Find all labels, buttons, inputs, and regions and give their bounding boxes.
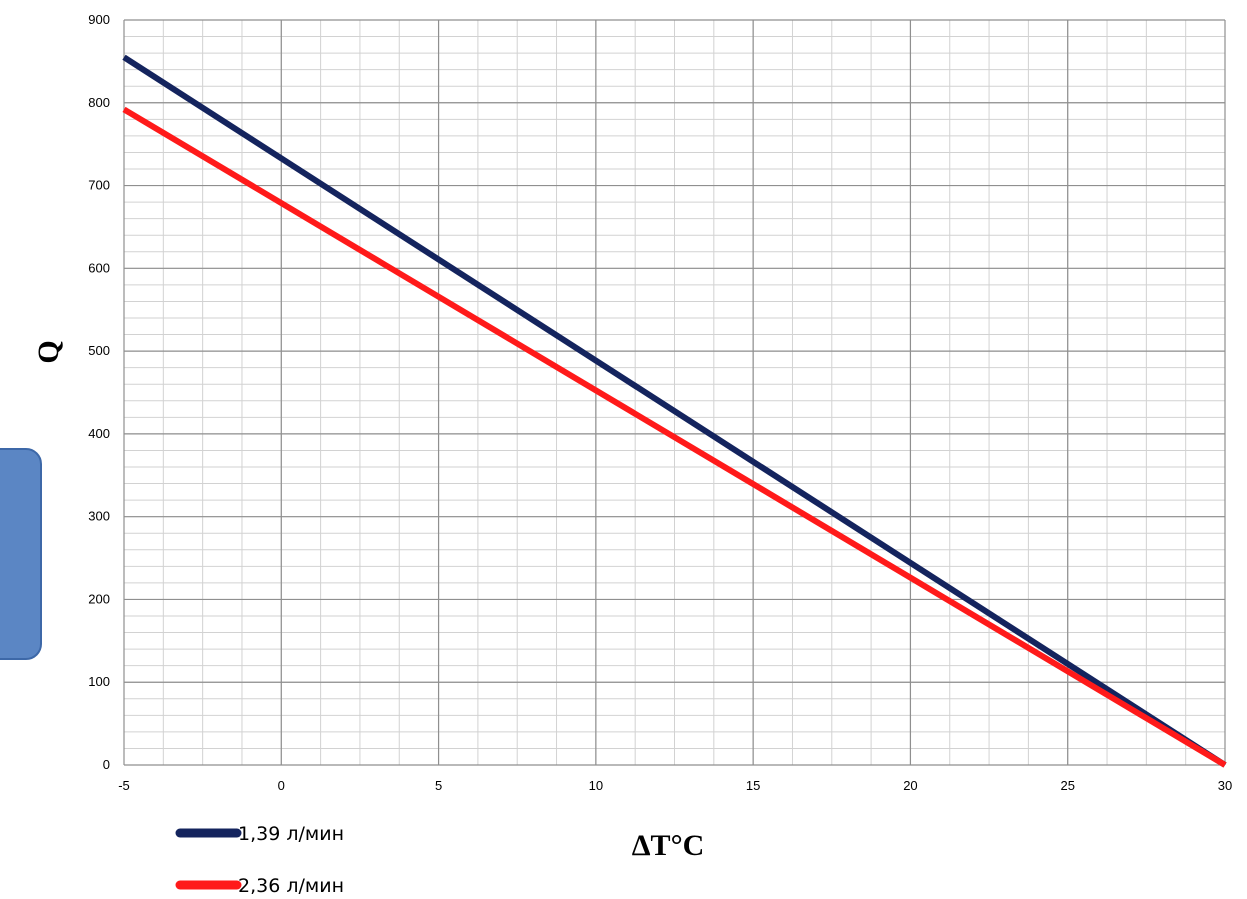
series-lines	[122, 54, 1227, 768]
series-line-1	[122, 54, 1227, 768]
y-axis-title: Q	[32, 340, 65, 363]
x-tick-label: 5	[435, 778, 442, 793]
y-tick-label: 600	[88, 260, 110, 275]
y-tick-label: 800	[88, 95, 110, 110]
legend-label-1: 1,39 л/мин	[238, 823, 344, 845]
series-line-2	[122, 106, 1227, 768]
y-tick-label: 500	[88, 343, 110, 358]
x-tick-label: -5	[118, 778, 130, 793]
x-tick-label: 20	[903, 778, 917, 793]
minor-grid	[123, 19, 1226, 766]
y-tick-label: 300	[88, 509, 110, 524]
y-tick-label: 0	[103, 757, 110, 772]
x-axis-title: ΔT°C	[632, 829, 704, 862]
legend-item-2: 2,36 л/мин	[175, 875, 344, 897]
x-tick-label: 0	[278, 778, 285, 793]
x-axis-ticks: -5 0 5 10 15 20 25 30	[118, 778, 1232, 793]
y-tick-label: 100	[88, 674, 110, 689]
side-panel-decoration	[0, 448, 42, 660]
legend: 1,39 л/мин 2,36 л/мин	[175, 823, 344, 897]
x-tick-label: 15	[746, 778, 760, 793]
y-axis-ticks: 0 100 200 300 400 500 600 700 800 900	[88, 12, 110, 772]
y-tick-label: 200	[88, 591, 110, 606]
y-tick-label: 700	[88, 178, 110, 193]
x-tick-label: 25	[1060, 778, 1074, 793]
y-tick-label: 400	[88, 426, 110, 441]
major-grid	[123, 19, 1226, 766]
y-tick-label: 900	[88, 12, 110, 27]
x-tick-label: 30	[1218, 778, 1232, 793]
x-tick-label: 10	[589, 778, 603, 793]
legend-item-1: 1,39 л/мин	[175, 823, 344, 845]
legend-label-2: 2,36 л/мин	[238, 875, 344, 897]
